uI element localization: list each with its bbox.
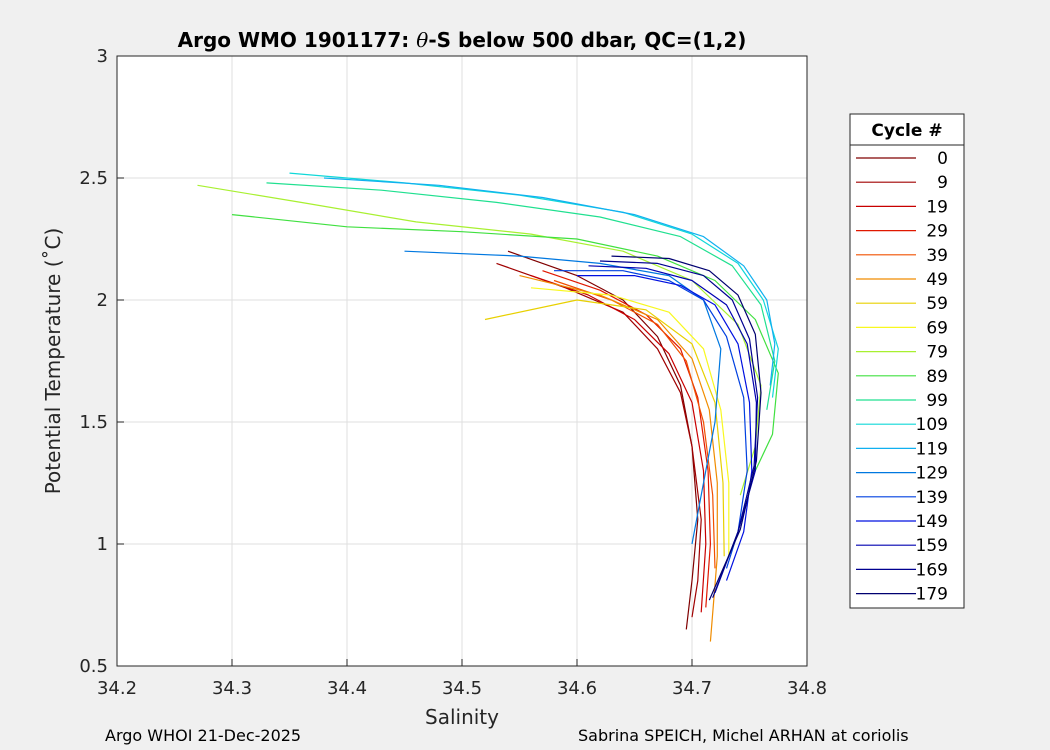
series-line-cycle-79 [197, 184, 762, 496]
y-tick-label: 1.5 [79, 412, 108, 433]
legend-label: 169 [916, 560, 948, 580]
legend-label: 139 [916, 488, 948, 508]
legend-label: 9 [937, 173, 948, 193]
legend-label: 89 [926, 367, 948, 387]
y-tick-label: 2.5 [79, 168, 108, 189]
legend-title: Cycle # [871, 121, 942, 141]
legend-label: 69 [926, 318, 948, 338]
x-tick-label: 34.4 [327, 678, 367, 699]
y-tick-label: 1 [97, 534, 108, 555]
legend-label: 179 [916, 585, 948, 605]
series-line-cycle-139 [554, 270, 748, 569]
title-prefix: Argo WMO 1901177: [178, 28, 417, 52]
y-axis-label: Potential Temperature (˚C) [41, 228, 65, 495]
legend-label: 59 [926, 294, 948, 314]
x-tick-label: 34.3 [212, 678, 252, 699]
x-tick-label: 34.6 [557, 678, 597, 699]
x-tick-label: 34.2 [97, 678, 137, 699]
footer-left: Argo WHOI 21-Dec-2025 [105, 726, 301, 745]
series-line-cycle-89 [231, 214, 779, 472]
data-series [197, 172, 779, 642]
series-line-cycle-9 [496, 262, 702, 618]
x-axis-label: Salinity [425, 705, 499, 729]
series-line-cycle-129 [404, 250, 722, 545]
legend-label: 149 [916, 512, 948, 532]
series-line-cycle-49 [519, 275, 718, 642]
y-tick-label: 3 [97, 46, 108, 67]
series-line-cycle-159 [588, 265, 758, 594]
legend-box [849, 113, 965, 609]
footer-right: Sabrina SPEICH, Michel ARHAN at coriolis [578, 726, 909, 745]
series-line-cycle-0 [507, 250, 699, 630]
series-line-cycle-99 [266, 182, 776, 410]
y-tick-label: 2 [97, 290, 108, 311]
legend-label: 129 [916, 464, 948, 484]
legend-label: 109 [916, 415, 948, 435]
legend-label: 0 [937, 149, 948, 169]
series-line-cycle-179 [611, 255, 762, 601]
series-line-cycle-149 [577, 275, 753, 581]
axis-ticks: 34.2 34.3 34.4 34.5 34.6 34.7 34.8 0.5 1 1.5 2 2.5 3 [79, 46, 827, 699]
x-tick-label: 34.8 [787, 678, 827, 699]
series-line-cycle-59 [484, 299, 725, 557]
chart-title: Argo WMO 1901177: θ-S below 500 dbar, QC… [178, 28, 747, 52]
title-suffix: -S below 500 dbar, QC=(1,2) [428, 28, 746, 52]
legend-label: 159 [916, 536, 948, 556]
x-tick-label: 34.7 [672, 678, 712, 699]
legend-label: 119 [916, 439, 948, 459]
legend-label: 79 [926, 343, 948, 363]
y-tick-label: 0.5 [79, 656, 108, 677]
legend-label: 99 [926, 391, 948, 411]
series-line-cycle-119 [323, 177, 776, 386]
legend: Cycle # 0 9 19 29 39 49 59 69 79 89 99 109 119 129 139… [849, 113, 965, 609]
legend-label: 49 [926, 270, 948, 290]
legend-label: 29 [926, 222, 948, 242]
legend-label: 19 [926, 197, 948, 217]
legend-label: 39 [926, 246, 948, 266]
series-line-cycle-69 [530, 287, 730, 557]
title-theta: θ [416, 28, 428, 52]
x-tick-label: 34.5 [442, 678, 482, 699]
series-line-cycle-19 [530, 275, 707, 613]
series-line-cycle-169 [599, 260, 759, 598]
